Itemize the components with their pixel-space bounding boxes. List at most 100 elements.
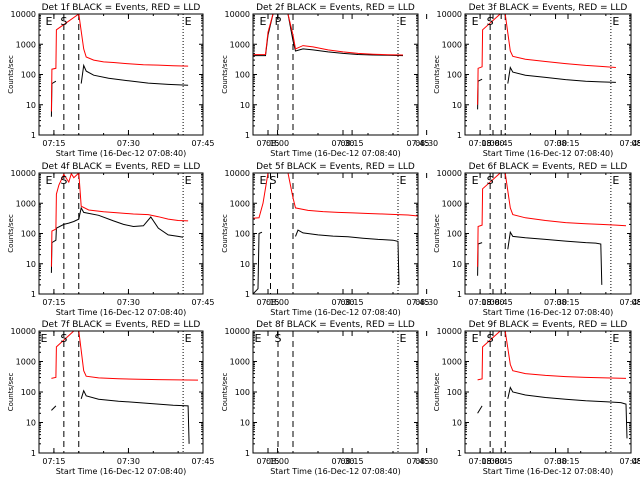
plot-frame	[252, 172, 419, 295]
x-tick-label: 07:15	[256, 298, 279, 307]
marker-label: E	[612, 332, 619, 345]
series-line-lld	[51, 331, 199, 381]
x-tick-label: 07:15	[42, 457, 65, 466]
x-tick-label: 07:45	[406, 298, 429, 307]
chart-panel-7: Det 7f BLACK = Events, RED = LLD11010010…	[7, 320, 513, 476]
chart-panel-5: Det 5f BLACK = Events, RED = LLD11010010…	[221, 162, 640, 317]
y-tick-label: 10	[26, 419, 36, 428]
panel-title: Det 1f BLACK = Events, RED = LLD	[42, 3, 201, 13]
y-tick-label: 10000	[437, 169, 462, 178]
panel-title: Det 6f BLACK = Events, RED = LLD	[469, 162, 628, 172]
marker-label: S	[270, 174, 277, 187]
y-tick-label: 1	[31, 290, 36, 299]
plot-frame	[464, 172, 632, 295]
y-tick-label: 10	[26, 101, 36, 110]
x-tick-label: 07:15	[469, 139, 492, 148]
x-tick-label: 08:15	[341, 298, 364, 307]
y-tick-label: 1000	[230, 40, 250, 49]
y-tick-label: 10000	[225, 169, 250, 178]
y-tick-label: 10000	[225, 327, 250, 336]
marker-label: E	[40, 332, 47, 345]
x-tick-label: 08:15	[556, 139, 579, 148]
x-tick-label: 07:45	[619, 139, 640, 148]
y-tick-label: 10000	[225, 10, 250, 19]
series-line-events	[253, 14, 404, 57]
x-tick-label: 07:30	[544, 139, 567, 148]
x-tick-label: 07:15	[256, 139, 279, 148]
x-tick-label: 07:15	[42, 139, 65, 148]
y-axis-label: Counts/sec	[7, 373, 15, 412]
y-tick-label: 100	[447, 230, 462, 239]
y-tick-label: 10	[240, 419, 250, 428]
series-line-lld	[477, 14, 616, 105]
y-axis-label: Counts/sec	[221, 55, 229, 94]
marker-label: E	[400, 15, 407, 28]
y-tick-label: 10	[26, 260, 36, 269]
x-tick-label: 08:15	[341, 457, 364, 466]
y-tick-label: 10	[452, 101, 462, 110]
marker-label: E	[45, 174, 52, 187]
x-tick-label: 08:30	[631, 457, 640, 466]
panel-title: Det 9f BLACK = Events, RED = LLD	[469, 320, 628, 330]
chart-panel-6: Det 6f BLACK = Events, RED = LLD 1 10 100 10…	[433, 162, 640, 317]
x-axis-label: Start Time (16-Dec-12 07:08:40)	[56, 467, 187, 476]
marker-label: E	[185, 15, 192, 28]
y-tick-label: 10	[240, 260, 250, 269]
x-tick-label: 07:45	[191, 139, 214, 148]
y-axis-label: Counts/sec	[433, 214, 441, 253]
x-tick-label: 07:15	[256, 457, 279, 466]
y-tick-label: 100	[21, 71, 36, 80]
y-tick-label: 1	[245, 449, 250, 458]
y-tick-label: 1000	[16, 40, 36, 49]
chart-panel-3: Det 3f BLACK = Events, RED = LLD 1 10 100 10…	[433, 3, 640, 158]
y-tick-label: 1000	[230, 358, 250, 367]
x-axis-label: Start Time (16-Dec-12 07:08:40)	[56, 149, 187, 158]
x-tick-label: 08:00	[266, 298, 289, 307]
x-tick-label: 07:30	[117, 298, 140, 307]
marker-label: S	[60, 332, 67, 345]
marker-label: E	[45, 15, 52, 28]
chart-panel-2: Det 2f BLACK = Events, RED = LLD11010010…	[221, 3, 640, 158]
y-axis-label: Counts/sec	[7, 55, 15, 94]
series-line-events	[51, 389, 190, 444]
y-tick-label: 100	[235, 71, 250, 80]
y-tick-label: 100	[235, 388, 250, 397]
y-axis-label: Counts/sec	[7, 214, 15, 253]
y-tick-label: 10	[452, 419, 462, 428]
series-line-events	[477, 386, 628, 439]
marker-label: S	[60, 174, 67, 187]
x-tick-label: 07:30	[544, 298, 567, 307]
y-tick-label: 1	[31, 449, 36, 458]
marker-label: P	[275, 15, 282, 28]
y-tick-label: 10	[452, 260, 462, 269]
x-tick-label: 08:45	[490, 139, 513, 148]
series-line-events	[477, 230, 603, 285]
y-axis-label: Counts/sec	[433, 373, 441, 412]
x-tick-label: 07:15	[42, 298, 65, 307]
y-tick-label: 1	[245, 131, 250, 140]
x-tick-label: 08:15	[556, 298, 579, 307]
series-line-events	[477, 65, 616, 110]
y-tick-label: 1	[31, 131, 36, 140]
x-tick-label: 07:45	[191, 298, 214, 307]
marker-label: E	[185, 332, 192, 345]
panel-title: Det 8f BLACK = Events, RED = LLD	[256, 320, 415, 330]
y-axis-label: Counts/sec	[433, 55, 441, 94]
series-line-events	[50, 63, 189, 117]
y-tick-label: 10000	[11, 327, 36, 336]
marker-label: E	[612, 174, 619, 187]
marker-label: S	[487, 15, 494, 28]
y-tick-label: 1	[245, 290, 250, 299]
series-line-lld	[50, 173, 189, 267]
x-tick-label: 07:30	[331, 298, 354, 307]
x-axis-label: Start Time (16-Dec-12 07:08:40)	[270, 467, 401, 476]
y-tick-label: 1	[457, 131, 462, 140]
x-tick-label: 08:00	[266, 139, 289, 148]
series-line-lld	[253, 14, 404, 56]
x-axis-label: Start Time (16-Dec-12 07:08:40)	[56, 308, 187, 317]
marker-label: E	[260, 15, 267, 28]
